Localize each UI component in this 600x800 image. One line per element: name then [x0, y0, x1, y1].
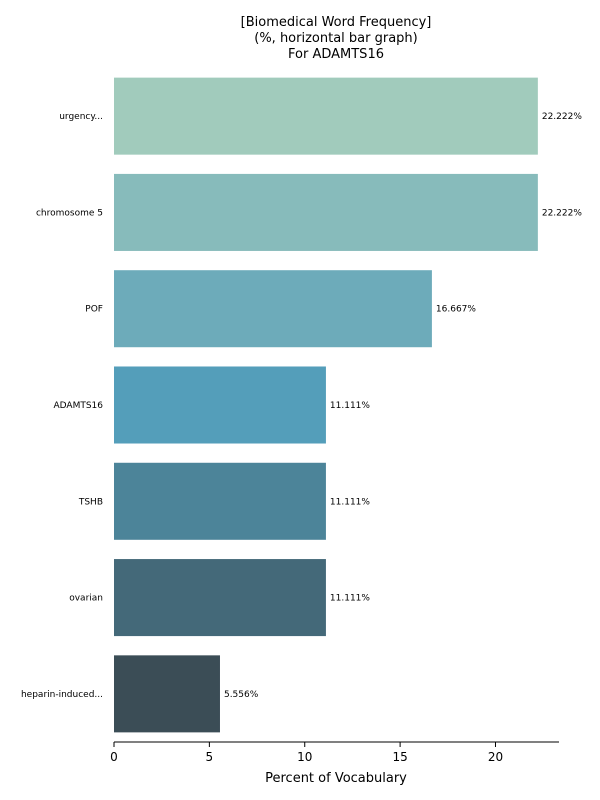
x-axis: 0 5 10 15 20 Percent of Vocabulary: [110, 741, 559, 786]
category-label-4: TSHB: [78, 497, 103, 507]
category-label-0: urgency...: [59, 112, 103, 122]
x-ticks: 0 5 10 15 20: [110, 742, 503, 764]
category-label-3: ADAMTS16: [53, 401, 103, 411]
bar-6: [114, 655, 220, 733]
category-label-6: heparin-induced...: [21, 690, 103, 700]
category-label-1: chromosome 5: [36, 208, 103, 218]
chart-title: [Biomedical Word Frequency] (%, horizont…: [241, 15, 432, 62]
value-label-5: 11.111%: [330, 594, 370, 604]
value-label-1: 22.222%: [542, 208, 582, 218]
bar-5: [114, 559, 326, 637]
x-axis-label: Percent of Vocabulary: [265, 771, 407, 786]
category-label-5: ovarian: [69, 594, 103, 604]
x-tick-label-0: 0: [110, 750, 118, 764]
chart-title-line-3: For ADAMTS16: [288, 47, 384, 62]
x-tick-label-4: 20: [488, 750, 503, 764]
category-label-2: POF: [85, 305, 103, 315]
value-label-0: 22.222%: [542, 112, 582, 122]
chart-title-line-1: [Biomedical Word Frequency]: [241, 15, 432, 30]
value-label-3: 11.111%: [330, 401, 370, 411]
x-tick-label-3: 15: [392, 750, 407, 764]
x-tick-label-2: 10: [297, 750, 312, 764]
bars: urgency... 22.222% chromosome 5 22.222% POF 1…: [21, 77, 582, 733]
bar-4: [114, 462, 326, 540]
bar-3: [114, 366, 326, 444]
bar-2: [114, 270, 432, 348]
bar-1: [114, 173, 538, 251]
bar-0: [114, 77, 538, 155]
value-label-4: 11.111%: [330, 497, 370, 507]
x-tick-label-1: 5: [206, 750, 214, 764]
value-label-6: 5.556%: [224, 690, 259, 700]
value-label-2: 16.667%: [436, 305, 476, 315]
chart-title-line-2: (%, horizontal bar graph): [254, 31, 417, 46]
